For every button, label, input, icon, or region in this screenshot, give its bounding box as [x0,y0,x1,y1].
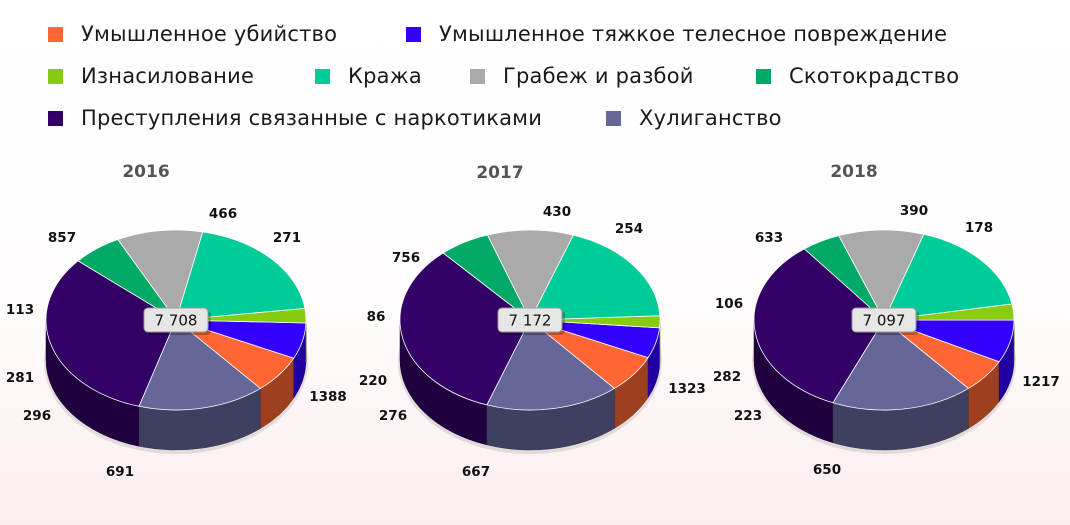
legend-label: Скотокрадство [789,64,960,88]
chart-title: 2017 [476,163,523,183]
legend-label: Хулиганство [639,106,782,130]
pie-slice-грабеж-и-разбой [486,229,574,321]
data-label-умышленное-тяжкое-телесное-повреждение: 282 [713,369,741,385]
data-label-умышленное-убийство: 276 [379,408,407,424]
pie-slice-хулиганство [486,319,616,411]
legend-row: Умышленное убийство Умышленное тяжкое те… [48,14,1048,56]
total-box [851,307,917,333]
legend-swatch [315,68,330,84]
legend-swatch [406,26,421,42]
legend-swatch [48,26,63,42]
data-label-скотокрадство: 254 [615,221,643,237]
legend-label: Кража [348,64,422,88]
legend-label: Изнасилование [81,64,255,88]
legend-item-robbery: Грабеж и разбой [470,56,694,96]
pie-slice-преступления-связанные-с-наркотиками [753,248,885,404]
pie-slice-хулиганство [138,319,262,411]
data-label-изнасилование: 86 [367,309,386,325]
legend-label: Грабеж и разбой [503,64,694,88]
pie-chart-2017: 2017 276 220 86 756 430 254 1323 667 7 172 [359,163,706,480]
total-box [497,307,563,333]
legend-item-murder: Умышленное убийство [48,14,337,54]
legend-item-drug-crimes: Преступления связанные с наркотиками [48,98,542,138]
data-label-грабеж-и-разбой: 466 [209,206,237,222]
legend-item-theft: Кража [315,56,422,96]
data-label-умышленное-тяжкое-телесное-повреждение: 281 [6,370,34,386]
total-label: 7 097 [863,312,906,330]
legend-swatch [756,68,771,84]
data-label-кража: 857 [48,230,76,246]
legend-row: Преступления связанные с наркотиками Хул… [48,98,1048,140]
legend-swatch [48,68,63,84]
data-label-скотокрадство: 178 [965,220,993,236]
legend-swatch [606,110,621,126]
pie-slice-преступления-связанные-с-наркотиками [45,260,177,407]
pie-slice-хулиганство [832,319,970,411]
total-label: 7 708 [155,312,198,330]
data-label-умышленное-тяжкое-телесное-повреждение: 220 [359,373,387,389]
data-label-кража: 756 [392,250,420,266]
data-label-изнасилование: 113 [6,302,34,318]
data-label-грабеж-и-разбой: 430 [543,204,571,220]
data-label-преступления-связанные-с-наркотиками: 1217 [1022,374,1060,390]
data-label-преступления-связанные-с-наркотиками: 1323 [668,381,706,397]
data-label-хулиганство: 650 [813,462,841,478]
chart-title: 2018 [830,162,877,182]
pie-slice-преступления-связанные-с-наркотиками [399,252,531,406]
legend-item-cattle-theft: Скотокрадство [756,56,959,96]
data-label-хулиганство: 691 [106,464,134,480]
data-label-умышленное-убийство: 223 [734,408,762,424]
legend-item-hooliganism: Хулиганство [606,98,782,138]
data-label-изнасилование: 106 [715,296,743,312]
pie-slice-грабеж-и-разбой [838,229,925,321]
total-label: 7 172 [509,312,552,330]
legend-label: Умышленное тяжкое телесное повреждение [439,22,948,46]
legend-swatch [470,68,485,84]
data-label-хулиганство: 667 [462,464,490,480]
chart-title: 2016 [122,162,169,182]
legend-label: Умышленное убийство [81,22,338,46]
legend-row: Изнасилование Кража Грабеж и разбой Скот… [48,56,1048,98]
total-box [143,307,209,333]
legend-swatch [48,110,63,126]
legend-item-rape: Изнасилование [48,56,254,96]
legend-label: Преступления связанные с наркотиками [81,106,543,130]
data-label-преступления-связанные-с-наркотиками: 1388 [309,389,347,405]
pie-slice-кража [883,233,1013,321]
pie-chart-2018: 2018 223 282 106 633 390 178 1217 650 7 097 [713,162,1060,478]
pie-slice-грабеж-и-разбой [117,229,204,321]
pie-chart-2016: 2016 296 281 113 857 466 271 1388 691 7 708 [6,162,347,480]
data-label-умышленное-убийство: 296 [23,408,51,424]
data-label-кража: 633 [755,230,783,246]
legend-item-grievous-harm: Умышленное тяжкое телесное повреждение [406,14,947,54]
chart-legend: Умышленное убийство Умышленное тяжкое те… [48,14,1048,140]
data-label-скотокрадство: 271 [273,230,301,246]
pie-slice-кража [175,231,306,321]
data-label-грабеж-и-разбой: 390 [900,203,928,219]
